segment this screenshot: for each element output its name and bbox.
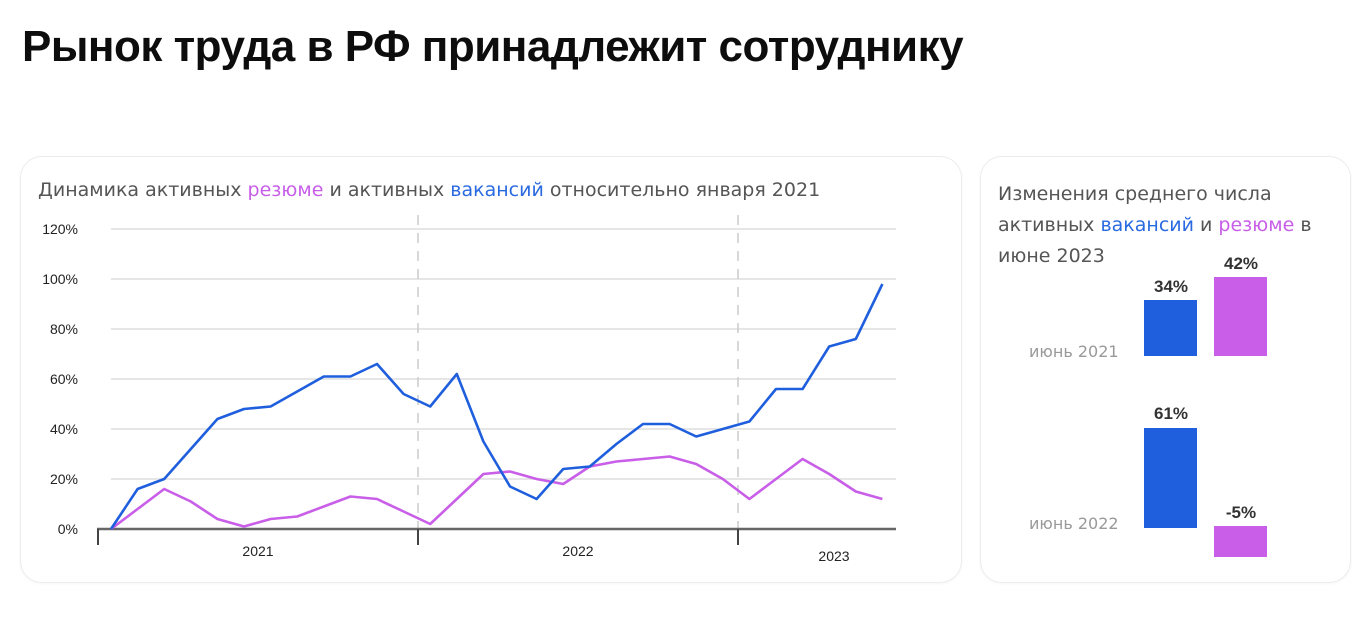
bar-value-resume-2022: -5% <box>1225 503 1257 522</box>
legend-vacancies: вакансий <box>450 179 544 201</box>
legend-resume: резюме <box>1218 214 1295 236</box>
series-vacancies-line <box>109 283 884 530</box>
line-chart: 0% 20% 40% 60% 80% 100% 120% 2021 2022 2023 <box>42 215 896 564</box>
bar-resume-2021 <box>1214 277 1267 356</box>
bar-vacancies-2022 <box>1144 428 1197 528</box>
x-group-label: 2022 <box>562 543 593 559</box>
x-group-label: 2023 <box>818 548 849 564</box>
legend-resume: резюме <box>247 179 324 201</box>
line-chart-card: Динамика активных резюме и активных вака… <box>20 156 962 583</box>
x-group-label: 2021 <box>242 543 273 559</box>
bar-value-resume-2021: 42% <box>1223 254 1259 273</box>
y-tick-label: 80% <box>50 321 78 337</box>
y-tick-label: 20% <box>50 471 78 487</box>
title-text: и <box>1193 214 1219 236</box>
y-tick-label: 100% <box>42 271 78 287</box>
row-label-2021: июнь 2021 <box>1029 342 1119 361</box>
bar-chart-card: Изменения среднего числа активных ваканс… <box>980 156 1351 583</box>
title-text: Изменения среднего числа активных <box>998 183 1272 236</box>
title-text: относительно января 2021 <box>543 179 821 201</box>
y-tick-label: 40% <box>50 421 78 437</box>
page-title: Рынок труда в РФ принадлежит сотруднику <box>22 22 964 71</box>
bar-vacancies-2021 <box>1144 300 1197 356</box>
line-chart-title: Динамика активных резюме и активных вака… <box>38 179 820 201</box>
y-tick-label: 60% <box>50 371 78 387</box>
bar-resume-2022 <box>1214 526 1267 557</box>
y-tick-label: 120% <box>42 221 78 237</box>
row-label-2022: июнь 2022 <box>1029 514 1119 533</box>
title-text: Динамика активных <box>38 179 248 201</box>
bar-value-vacancies-2021: 34% <box>1153 277 1189 296</box>
bar-value-vacancies-2022: 61% <box>1153 404 1189 423</box>
legend-vacancies: вакансий <box>1100 214 1194 236</box>
y-tick-label: 0% <box>58 521 78 537</box>
title-text: и активных <box>323 179 451 201</box>
title-text: в июне 2023 <box>998 214 1312 267</box>
bar-chart-title: Изменения среднего числа активных ваканс… <box>998 179 1343 272</box>
series-resume-line <box>110 455 883 531</box>
